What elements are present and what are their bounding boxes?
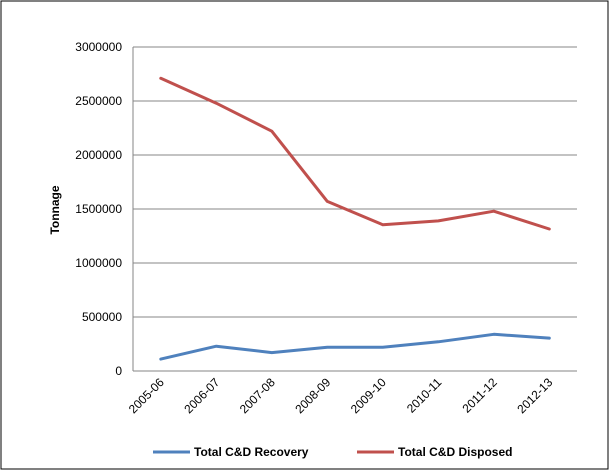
y-axis-title: Tonnage (48, 185, 62, 234)
y-tick-label: 2500000 (75, 94, 122, 108)
y-tick-label: 0 (115, 364, 122, 378)
series-line-recovery (159, 332, 551, 361)
gridlines (132, 46, 577, 372)
y-tick-label: 500000 (82, 310, 122, 324)
series-lines (159, 76, 551, 361)
y-tick-label: 1500000 (75, 202, 122, 216)
legend-label: Total C&D Disposed (398, 445, 512, 459)
legend-label: Total C&D Recovery (194, 445, 309, 459)
y-tick-label: 3000000 (75, 40, 122, 54)
y-tick-label: 1000000 (75, 256, 122, 270)
legend: Total C&D Recovery Total C&D Disposed (153, 445, 512, 459)
y-tick-labels: 0 500000 1000000 1500000 2000000 2500000 30000… (75, 40, 122, 378)
y-tick-label: 2000000 (75, 148, 122, 162)
series-line-disposed (159, 76, 551, 231)
